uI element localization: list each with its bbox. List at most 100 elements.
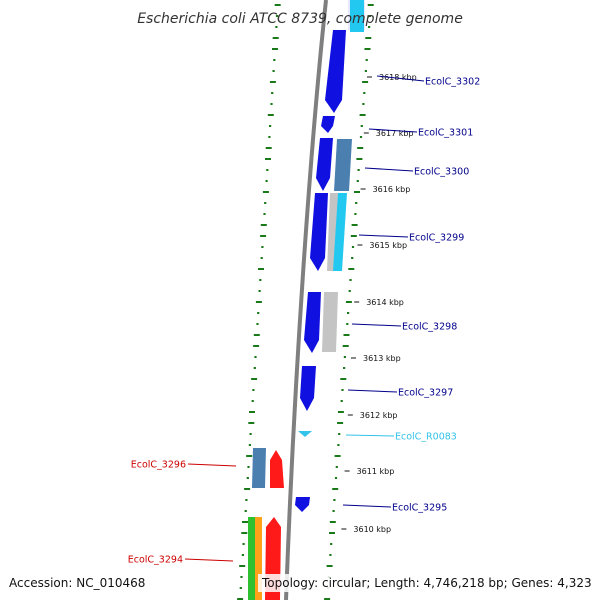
gc-outer-dot xyxy=(363,92,366,94)
gene-label[interactable]: EcolC_3296 xyxy=(131,460,186,471)
gene-label[interactable]: EcolC_3302 xyxy=(425,77,480,88)
gc-inner-dot xyxy=(242,543,245,545)
gc-inner-dot xyxy=(269,125,272,127)
gc-outer-dot xyxy=(367,4,374,6)
scale-tick-label: 3612 kbp xyxy=(360,411,398,420)
gene-label[interactable]: EcolC_3297 xyxy=(398,388,453,399)
gc-inner-dot xyxy=(260,235,267,237)
gc-outer-dot xyxy=(362,81,369,83)
gc-outer-dot xyxy=(359,114,366,116)
gc-outer-dot xyxy=(351,246,355,248)
gc-outer-dot xyxy=(346,323,349,325)
gc-outer-dot xyxy=(326,565,333,567)
cds-3301 xyxy=(321,116,335,133)
gc-inner-dot xyxy=(248,444,251,446)
cog-block-3294-orange xyxy=(255,517,262,600)
gene-leader-line xyxy=(345,434,395,437)
gc-inner-dot xyxy=(241,532,248,534)
gc-inner-dot xyxy=(267,114,274,116)
gc-inner-dot xyxy=(273,59,276,61)
cds-3298 xyxy=(304,292,321,353)
scale-tick-label: 3616 kbp xyxy=(373,185,411,194)
gc-inner-dot xyxy=(248,422,255,424)
gc-outer-dot xyxy=(365,59,368,61)
gene-leader-line xyxy=(187,463,237,467)
cog-block-3302b xyxy=(350,0,364,32)
gc-inner-dot xyxy=(251,378,258,380)
gene-label[interactable]: EcolC_3301 xyxy=(418,128,473,139)
gc-inner-dot xyxy=(257,312,260,314)
gene-leader-line xyxy=(184,558,234,562)
gc-outer-dot xyxy=(355,202,358,204)
gc-outer-dot xyxy=(335,466,338,468)
cds-3297 xyxy=(300,366,316,411)
gc-outer-dot xyxy=(329,521,336,523)
scale-tick-label: 3614 kbp xyxy=(366,298,404,307)
gc-outer-dot xyxy=(340,400,343,402)
gc-outer-dot xyxy=(330,543,333,545)
gc-inner-dot xyxy=(260,224,267,226)
cds-3299 xyxy=(310,193,328,271)
gc-inner-dot xyxy=(253,334,260,336)
gc-inner-dot xyxy=(259,279,262,281)
gc-outer-dot xyxy=(333,499,336,501)
gc-inner-dot xyxy=(256,323,259,325)
cog-block-3298 xyxy=(322,292,338,352)
gene-leader-line xyxy=(364,167,414,172)
gc-outer-dot xyxy=(356,158,363,160)
gc-inner-dot xyxy=(264,202,267,204)
gc-inner-dot xyxy=(272,48,278,50)
gc-outer-dot xyxy=(345,301,352,303)
gc-outer-dot xyxy=(340,378,347,380)
gc-inner-dot xyxy=(258,290,261,292)
scale-ticks: 3618 kbp 3617 kbp 3616 kbp 3615 kbp 3614 kbp… xyxy=(341,73,417,534)
scale-tick-label: 3611 kbp xyxy=(357,467,395,476)
gc-outer-dot xyxy=(334,477,338,479)
gc-inner-dot xyxy=(244,510,247,512)
cog-block-3300 xyxy=(334,139,352,191)
gc-outer-dot xyxy=(347,312,350,314)
gc-outer-dot xyxy=(338,433,341,435)
gc-outer-dot xyxy=(357,169,360,171)
gc-outer-dot xyxy=(365,37,372,39)
gc-outer-dot xyxy=(337,411,344,413)
trna-R0083 xyxy=(298,431,312,437)
scale-tick-label: 3613 kbp xyxy=(363,354,401,363)
scale-tick-label: 3617 kbp xyxy=(376,129,414,138)
gc-outer-dot xyxy=(349,279,352,281)
gene-label[interactable]: EcolC_R0083 xyxy=(395,432,457,443)
gene-label[interactable]: EcolC_3300 xyxy=(414,167,469,178)
gene-label[interactable]: EcolC_3295 xyxy=(392,503,447,514)
scale-tick-label: 3618 kbp xyxy=(379,73,417,82)
gc-inner-dot xyxy=(271,92,274,94)
gene-label[interactable]: EcolC_3294 xyxy=(128,555,183,566)
gc-outer-dot xyxy=(341,389,344,391)
gc-outer-dot xyxy=(354,191,360,193)
gc-outer-dot xyxy=(343,334,350,336)
gc-outer-dot xyxy=(343,367,346,369)
cog-block-3299-cyan xyxy=(333,193,347,271)
gc-outer-dot xyxy=(368,26,371,28)
gc-inner-dot xyxy=(249,411,255,413)
gc-inner-dot xyxy=(254,356,257,358)
gc-inner-dot xyxy=(240,576,243,578)
gc-outer-dot xyxy=(329,532,335,534)
gene-label[interactable]: EcolC_3298 xyxy=(402,322,457,333)
gene-leader-line xyxy=(351,323,402,327)
gene-label[interactable]: EcolC_3299 xyxy=(409,233,464,244)
gc-outer-dot xyxy=(362,103,365,105)
gene-leader-line xyxy=(347,389,398,393)
scale-tick-label: 3615 kbp xyxy=(369,241,407,250)
gc-outer-dot xyxy=(350,235,357,237)
gc-inner-dot xyxy=(265,158,271,160)
gc-outer-dot xyxy=(343,356,346,358)
gc-inner-dot xyxy=(246,455,253,457)
gc-outer-dot xyxy=(357,147,364,149)
gc-outer-dot xyxy=(351,224,358,226)
gc-outer-dot xyxy=(354,213,357,215)
topology-backdrop xyxy=(258,574,592,592)
gc-outer-dot xyxy=(342,345,349,347)
gc-inner-dot xyxy=(265,147,272,149)
gc-outer-dot xyxy=(348,268,355,270)
gc-inner-dot xyxy=(269,81,276,83)
